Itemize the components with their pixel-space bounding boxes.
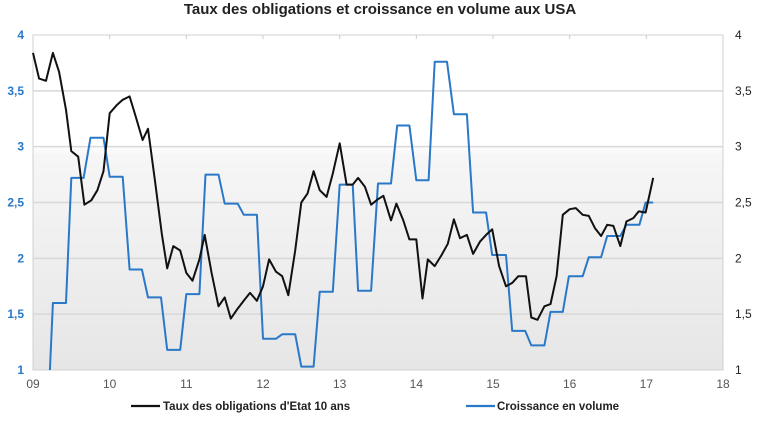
y-tick-left: 2	[17, 251, 24, 265]
x-tick-label: 17	[640, 377, 654, 391]
y-tick-right: 3,5	[735, 84, 752, 98]
y-tick-left: 4	[17, 28, 24, 42]
x-tick-label: 18	[716, 377, 730, 391]
x-tick-label: 16	[563, 377, 577, 391]
y-tick-right: 2	[735, 251, 742, 265]
y-tick-left: 2,5	[7, 196, 24, 210]
chart-title: Taux des obligations et croissance en vo…	[184, 1, 577, 18]
y-tick-right: 4	[735, 28, 742, 42]
x-tick-label: 09	[26, 377, 40, 391]
y-tick-right: 1,5	[735, 307, 752, 321]
y-tick-left: 1,5	[7, 307, 24, 321]
y-tick-left: 3,5	[7, 84, 24, 98]
legend-label-croissance: Croissance en volume	[497, 401, 619, 413]
x-tick-label: 11	[180, 377, 193, 391]
y-tick-left: 3	[17, 140, 24, 154]
series-line-taux	[32, 51, 655, 321]
x-tick-label: 10	[103, 377, 117, 391]
x-tick-label: 14	[410, 377, 424, 391]
legend-label-taux: Taux des obligations d'Etat 10 ans	[163, 401, 350, 413]
y-tick-left: 1	[17, 363, 24, 377]
y-tick-right: 3	[735, 140, 742, 154]
y-tick-right: 2,5	[735, 196, 752, 210]
x-tick-label: 15	[486, 377, 500, 391]
x-tick-label: 12	[256, 377, 270, 391]
y-tick-right: 1	[735, 363, 742, 377]
x-tick-label: 13	[333, 377, 347, 391]
